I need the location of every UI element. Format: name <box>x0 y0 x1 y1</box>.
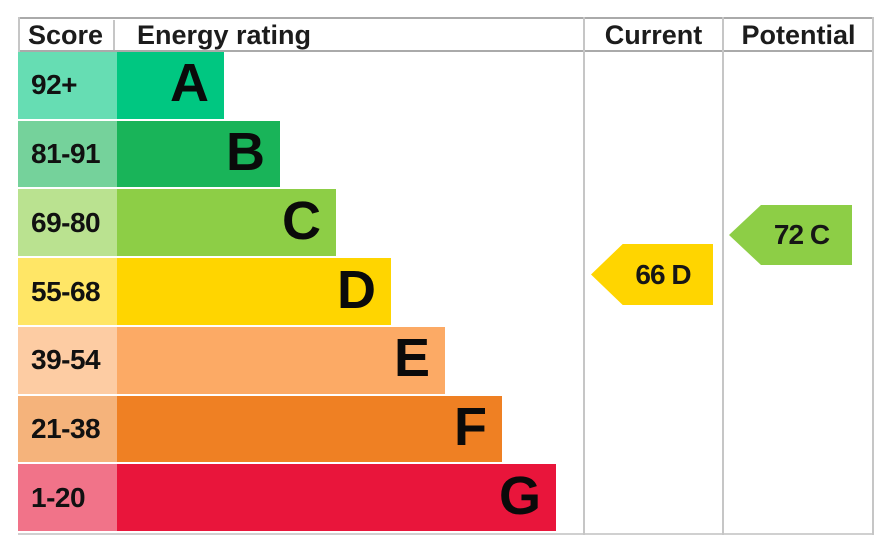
band-bar-g: G <box>117 464 556 532</box>
band-row-g: 1-20 G <box>18 464 578 534</box>
current-column-header: Current <box>604 19 703 50</box>
band-letter-g: G <box>498 465 541 526</box>
header-left-border <box>18 17 20 52</box>
potential-rating-arrow: 72 C <box>729 205 852 265</box>
band-bar-d: D <box>117 258 391 325</box>
score-range-d: 55-68 <box>18 258 117 325</box>
energy-rating-column-header: Energy rating <box>137 19 312 50</box>
band-row-f: 21-38 F <box>18 395 578 465</box>
score-range-b: 81-91 <box>18 120 117 188</box>
potential-column-header: Potential <box>741 19 856 50</box>
band-row-e: 39-54 E <box>18 326 578 396</box>
score-column-header: Score <box>27 19 104 50</box>
band-letter-e: E <box>393 328 430 389</box>
score-range-g: 1-20 <box>18 464 117 532</box>
band-bar-f: F <box>117 395 502 463</box>
band-row-c: 69-80 C <box>18 189 578 259</box>
band-bar-e: E <box>117 326 445 394</box>
table-top-border <box>18 17 874 19</box>
current-rating-arrow: 66 D <box>591 244 713 305</box>
band-bar-c: C <box>117 189 336 257</box>
score-range-a: 92+ <box>18 52 117 119</box>
band-letter-f: F <box>454 396 487 457</box>
band-row-b: 81-91 B <box>18 120 578 190</box>
band-row-a: 92+ A <box>18 52 578 121</box>
score-range-f: 21-38 <box>18 395 117 463</box>
band-row-d: 55-68 D <box>18 258 578 327</box>
potential-rating-label: 72 C <box>773 219 830 250</box>
band-bar-a: A <box>117 52 224 119</box>
current-rating-label: 66 D <box>635 258 691 290</box>
rating-bands: 92+ A 81-91 B 69-80 C 55-68 D 39-54 <box>18 52 578 534</box>
band-letter-c: C <box>282 190 321 251</box>
band-letter-d: D <box>337 259 376 320</box>
band-bar-b: B <box>117 120 280 188</box>
score-rating-divider <box>113 20 115 50</box>
header-bottom-border <box>18 50 874 52</box>
current-column-left-border <box>583 17 585 535</box>
table-bottom-border <box>18 533 874 535</box>
band-letter-a: A <box>170 53 209 114</box>
band-letter-b: B <box>226 122 265 183</box>
current-potential-divider <box>722 17 724 535</box>
score-range-e: 39-54 <box>18 326 117 394</box>
score-range-c: 69-80 <box>18 189 117 257</box>
potential-column-right-border <box>872 17 874 535</box>
